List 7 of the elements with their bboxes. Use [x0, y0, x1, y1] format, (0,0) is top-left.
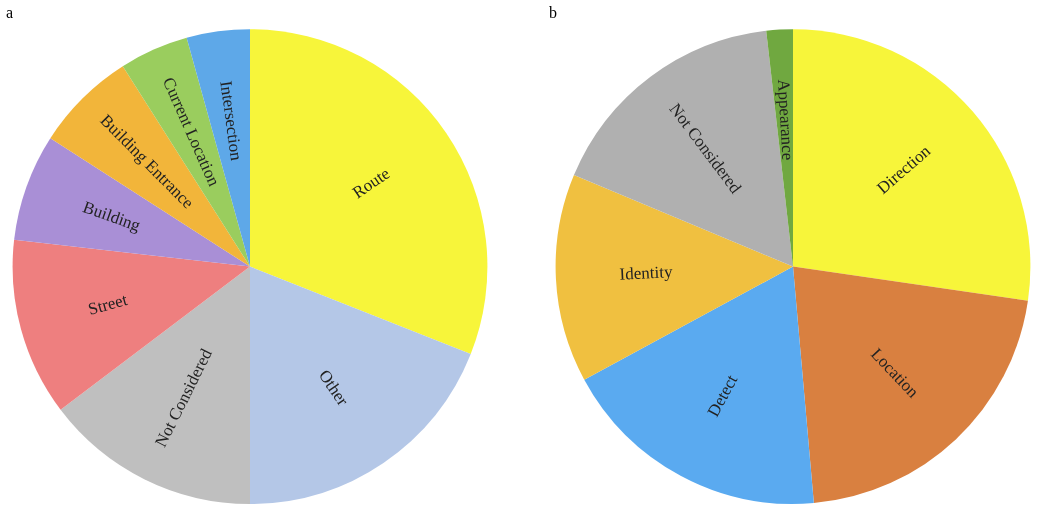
slice-label: Appearance — [773, 78, 798, 161]
chart-title: b — [549, 3, 557, 21]
slice-label: Intersection — [216, 79, 247, 163]
slice-label: Street — [86, 289, 130, 319]
slice-label: Route — [349, 163, 394, 203]
chart-title: a — [6, 3, 14, 21]
slice-label: Identity — [619, 262, 674, 284]
